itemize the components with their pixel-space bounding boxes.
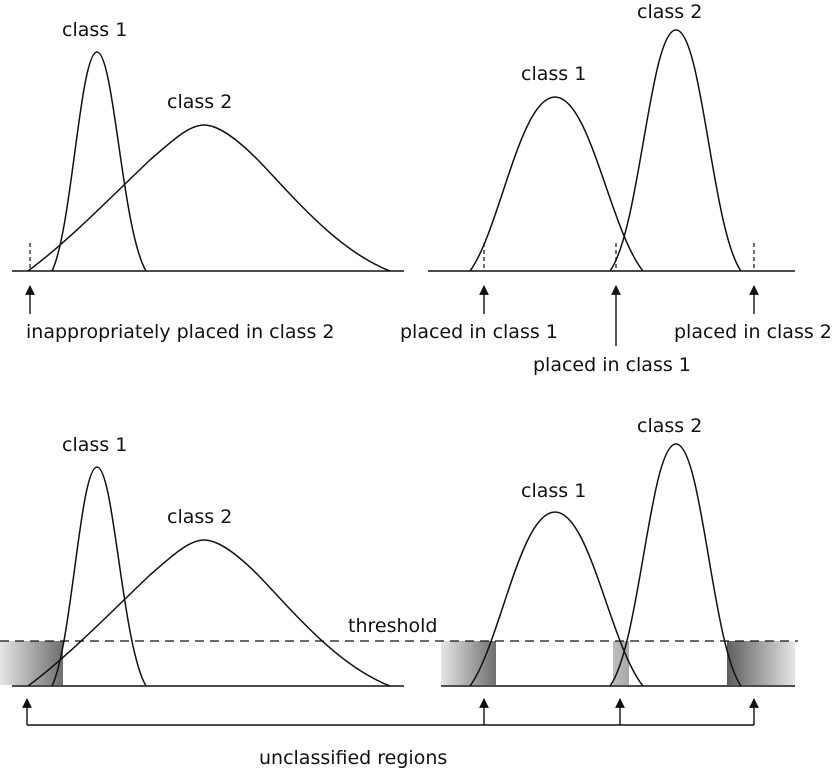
label-unclassified-regions: unclassified regions bbox=[259, 747, 447, 769]
caption-inappropriately-placed: inappropriately placed in class 2 bbox=[26, 321, 334, 343]
caption-placed-class1-left: placed in class 1 bbox=[400, 321, 558, 343]
label-class2-bottom-right: class 2 bbox=[637, 415, 702, 437]
panel-bottom-left: class 1 class 2 bbox=[0, 434, 404, 687]
unclassified-bracket: unclassified regions bbox=[22, 698, 759, 769]
curve-class2-top-left bbox=[27, 124, 391, 272]
curve-class1-top-right bbox=[469, 96, 644, 272]
label-threshold: threshold bbox=[348, 615, 437, 637]
caption-placed-class2-right: placed in class 2 bbox=[674, 321, 832, 343]
panel-bottom-right: class 1 class 2 bbox=[441, 415, 795, 687]
curve-class2-top-right bbox=[609, 29, 742, 272]
unclassified-region-br-right bbox=[727, 641, 795, 685]
unclassified-region-br-left bbox=[441, 641, 496, 685]
label-class1-top-left: class 1 bbox=[62, 19, 127, 41]
panel-top-left: class 1 class 2 inappropriately placed i… bbox=[12, 19, 404, 343]
label-class1-bottom-left: class 1 bbox=[62, 434, 127, 456]
curve-class1-bottom-right bbox=[469, 511, 644, 687]
label-class1-bottom-right: class 1 bbox=[521, 480, 586, 502]
curve-class2-bottom-right bbox=[609, 443, 742, 687]
label-class2-top-left: class 2 bbox=[167, 91, 232, 113]
panel-top-right: class 1 class 2 placed in class 1 placed… bbox=[400, 1, 832, 376]
curve-class1-top-left bbox=[51, 51, 147, 272]
label-class1-top-right: class 1 bbox=[521, 63, 586, 85]
label-class2-top-right: class 2 bbox=[637, 1, 702, 23]
curve-class1-bottom-left bbox=[51, 466, 147, 687]
curve-class2-bottom-left bbox=[27, 539, 391, 687]
unclassified-region-bl bbox=[0, 641, 63, 685]
caption-placed-class1-mid: placed in class 1 bbox=[533, 354, 691, 376]
label-class2-bottom-left: class 2 bbox=[167, 506, 232, 528]
